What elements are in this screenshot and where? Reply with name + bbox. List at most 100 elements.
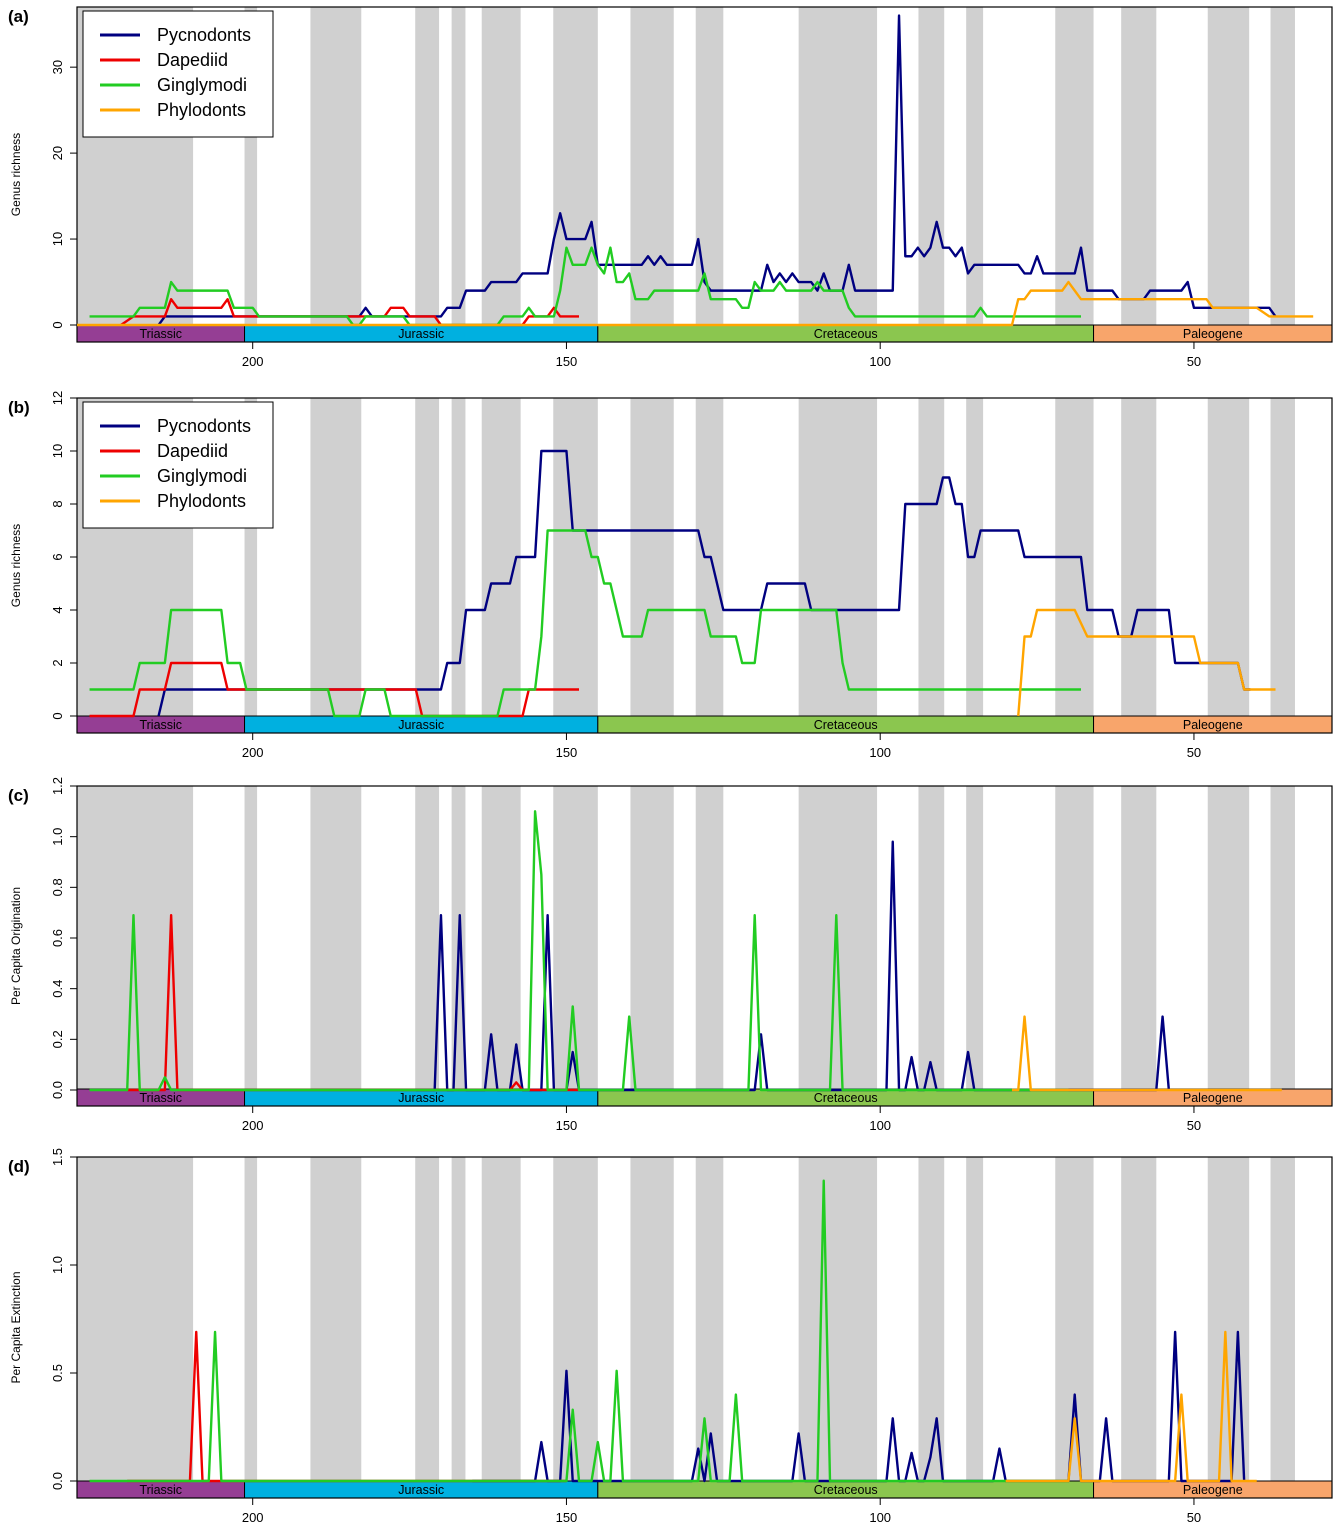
x-tick-label: 200 (242, 1118, 264, 1133)
series-line-phylodonts (1011, 1015, 1282, 1092)
stage-band (451, 398, 466, 716)
stage-band (481, 1157, 521, 1481)
panel-b: Triassic Jurassic Cretaceous Paleogene 0 2 4 6 8… (8, 391, 1333, 760)
series-line-phylodonts (1005, 1330, 1257, 1483)
stage-band (553, 1157, 598, 1481)
stage-band (244, 1157, 258, 1481)
stage-band (630, 398, 674, 716)
series-line-ginglymodi (89, 529, 1081, 718)
stage-band (244, 786, 258, 1089)
y-tick-label: 0.2 (50, 1030, 65, 1048)
y-tick-label: 10 (50, 444, 65, 458)
series-line-ginglymodi (89, 1179, 1069, 1483)
y-tick-label: 1.0 (50, 828, 65, 846)
period-label: Paleogene (1183, 718, 1243, 732)
panel-label: (a) (8, 7, 29, 26)
x-tick-label: 50 (1187, 1118, 1201, 1133)
y-tick-label: 10 (50, 232, 65, 246)
stage-band (1121, 786, 1157, 1089)
x-tick-label: 100 (869, 745, 891, 760)
x-tick-label: 50 (1187, 745, 1201, 760)
stage-band (1270, 7, 1295, 325)
stage-band (310, 786, 362, 1089)
legend-label: Ginglymodi (157, 75, 247, 95)
legend-box (82, 10, 274, 138)
stage-band (415, 1157, 440, 1481)
series-line-phylodonts (1017, 608, 1276, 717)
period-label: Cretaceous (814, 1483, 878, 1497)
stage-band (1055, 786, 1094, 1089)
y-tick-label: 1.0 (50, 1256, 65, 1274)
period-label: Triassic (139, 1091, 182, 1105)
stage-band (695, 1157, 724, 1481)
x-tick-label: 150 (556, 1118, 578, 1133)
plot-frame (76, 397, 1333, 734)
legend-label: Pycnodonts (157, 25, 251, 45)
stage-band (1207, 398, 1250, 716)
stage-band (1121, 398, 1157, 716)
period-label: Paleogene (1183, 327, 1243, 341)
y-tick-label: 0.0 (50, 1472, 65, 1490)
x-tick-label: 100 (869, 354, 891, 369)
y-tick-label: 0.0 (50, 1081, 65, 1099)
x-tick-label: 50 (1187, 1510, 1201, 1525)
y-tick-label: 0 (50, 712, 65, 719)
stage-band (966, 786, 984, 1089)
stage-band (695, 7, 724, 325)
x-tick-label: 200 (242, 354, 264, 369)
x-tick-label: 150 (556, 1510, 578, 1525)
series-line-ginglymodi (89, 810, 1069, 1092)
stage-band (1270, 786, 1295, 1089)
stage-band (966, 7, 984, 325)
y-tick-label: 12 (50, 391, 65, 405)
x-tick-label: 150 (556, 354, 578, 369)
stage-band (451, 7, 466, 325)
stage-band (415, 786, 440, 1089)
x-tick-label: 100 (869, 1118, 891, 1133)
panel-c: Triassic Jurassic Cretaceous Paleogene 0.0 0.… (8, 777, 1333, 1133)
y-axis-title: Per Capita Origination (9, 887, 23, 1005)
x-tick-label: 100 (869, 1510, 891, 1525)
x-tick-label: 200 (242, 1510, 264, 1525)
stage-band (630, 786, 674, 1089)
period-label: Cretaceous (814, 1091, 878, 1105)
stage-band (481, 7, 521, 325)
series-line-pycnodonts (157, 14, 1277, 326)
legend-label: Dapediid (157, 50, 228, 70)
y-tick-label: 1.5 (50, 1148, 65, 1166)
y-tick-label: 1.2 (50, 777, 65, 795)
stage-band (630, 7, 674, 325)
y-tick-label: 0.4 (50, 980, 65, 998)
y-tick-label: 8 (50, 500, 65, 507)
stage-band (918, 7, 945, 325)
stage-band (1055, 7, 1094, 325)
panel-label: (d) (8, 1157, 30, 1176)
legend-label: Pycnodonts (157, 416, 251, 436)
stage-band (415, 7, 440, 325)
stage-band (918, 398, 945, 716)
stage-band (451, 1157, 466, 1481)
series-line-phylodonts (77, 280, 1314, 327)
stage-band (966, 1157, 984, 1481)
panel-label: (b) (8, 398, 30, 417)
period-label: Jurassic (398, 1483, 444, 1497)
stage-band (918, 1157, 945, 1481)
y-axis-title: Genus richness (9, 133, 23, 216)
plot-frame (76, 785, 1333, 1107)
y-tick-label: 0 (50, 321, 65, 328)
plot-frame (76, 6, 1333, 343)
stage-band (310, 7, 362, 325)
stage-band (77, 1157, 194, 1481)
y-tick-label: 0.6 (50, 929, 65, 947)
legend-label: Phylodonts (157, 100, 246, 120)
period-label: Paleogene (1183, 1483, 1243, 1497)
y-tick-label: 0.8 (50, 878, 65, 896)
plot-frame (76, 1156, 1333, 1499)
legend-label: Dapediid (157, 441, 228, 461)
stage-band (1207, 786, 1250, 1089)
period-label: Jurassic (398, 718, 444, 732)
stage-band (695, 786, 724, 1089)
x-tick-label: 50 (1187, 354, 1201, 369)
stage-band (1121, 1157, 1157, 1481)
